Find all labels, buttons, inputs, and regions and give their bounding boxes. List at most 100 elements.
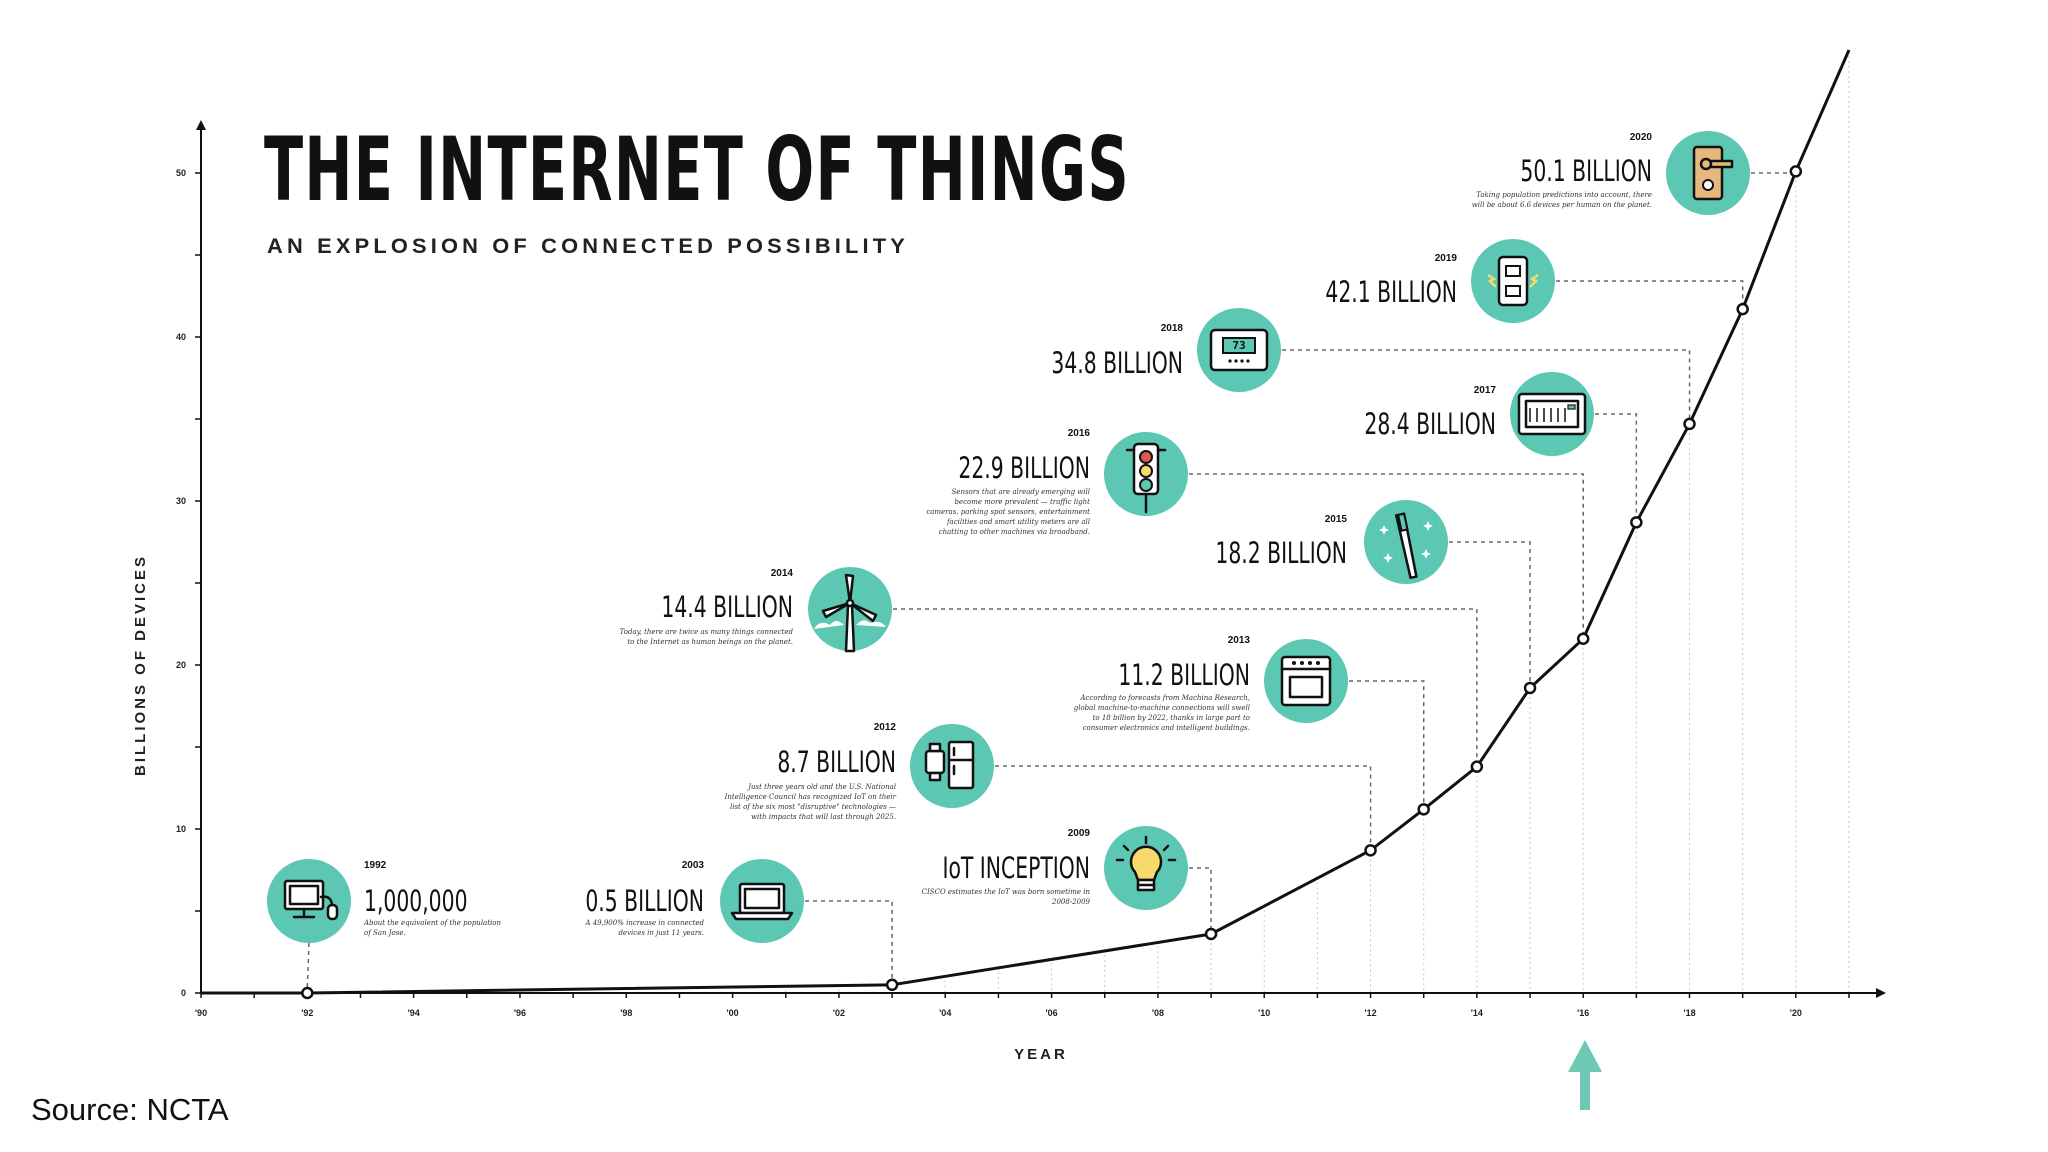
leader-line — [306, 942, 310, 988]
x-tick-label: '10 — [1258, 1008, 1270, 1018]
callout-2017: 2017 28.4 BILLION — [1364, 372, 1594, 456]
data-point — [1630, 516, 1643, 529]
y-tick-label: 20 — [176, 660, 186, 670]
callout-description-line: According to forecasts from Machina Rese… — [1079, 694, 1250, 702]
data-point — [1364, 844, 1377, 857]
callout-2018: 73 2018 34.8 BILLION — [1051, 308, 1281, 392]
source-note: Source: NCTA — [31, 1092, 229, 1127]
callout-description-line: Taking population predictions into accou… — [1476, 191, 1652, 199]
watch-fridge-icon — [924, 740, 975, 790]
y-tick-label: 50 — [176, 168, 186, 178]
callout-value: 42.1 BILLION — [1325, 276, 1457, 309]
callout-value: 14.4 BILLION — [661, 591, 793, 624]
highlight-arrow-icon — [1568, 1040, 1602, 1110]
x-tick-label: '96 — [514, 1008, 526, 1018]
callout-year-label: 2012 — [874, 722, 897, 733]
leader-line — [1751, 165, 1797, 174]
callout-2016: 2016 22.9 BILLION Sensors that are already… — [926, 428, 1188, 536]
callout-value: 34.8 BILLION — [1051, 347, 1183, 380]
callout-description-line: A 49,900% increase in connected — [584, 919, 704, 927]
thermostat-icon: 73 — [1209, 328, 1269, 372]
callout-description-line: cameras, parking spot sensors, entertain… — [926, 508, 1090, 516]
oven-icon — [1280, 655, 1332, 707]
x-tick-label: '04 — [939, 1008, 951, 1018]
callout-2013: 2013 11.2 BILLION According to forecasts f… — [1074, 635, 1348, 732]
callout-description-line: About the equivalent of the population — [363, 919, 501, 927]
chart-subtitle: AN EXPLOSION OF CONNECTED POSSIBILITY — [267, 235, 909, 258]
leader-line — [1449, 541, 1531, 682]
y-tick-label: 0 — [181, 988, 186, 998]
lightbulb-icon — [1115, 835, 1177, 892]
x-tick-label: '08 — [1152, 1008, 1164, 1018]
x-tick-label: '06 — [1046, 1008, 1058, 1018]
callout-description-line: CISCO estimates the IoT was born sometim… — [922, 888, 1091, 896]
x-tick-label: '02 — [833, 1008, 845, 1018]
laptop-icon — [730, 882, 794, 921]
callout-value: 22.9 BILLION — [958, 452, 1090, 485]
data-point — [1576, 632, 1590, 646]
callout-description-line: global machine-to-machine connections wi… — [1074, 704, 1250, 712]
data-point — [1417, 803, 1430, 816]
data-point — [1683, 417, 1696, 431]
callout-value: 0.5 BILLION — [585, 885, 704, 918]
x-tick-label: '18 — [1683, 1008, 1695, 1018]
callout-description-line: Intelligence Council has recognized IoT … — [724, 793, 897, 801]
callout-value: 50.1 BILLION — [1520, 155, 1652, 188]
chart-title: THE INTERNET OF THINGS — [264, 118, 1130, 221]
callout-description-line: chatting to other machines via broadband… — [939, 528, 1090, 536]
callout-2014: 2014 14.4 BILLION Today, there are twice a… — [620, 567, 892, 653]
x-tick-label: '14 — [1471, 1008, 1483, 1018]
x-axis-arrow-icon — [1876, 988, 1886, 998]
callout-2015: 2015 18.2 BILLION — [1215, 500, 1448, 584]
leader-line — [1189, 867, 1212, 928]
chart-axes: 0 10 20 30 40 50 '90 '92 '94 '96 '98 '00 '02 '04 '06 '0… — [176, 120, 1886, 1018]
data-point — [1204, 927, 1218, 941]
series-line-group — [201, 49, 1851, 1000]
callout-description-line: become more prevalent — traffic light — [954, 498, 1090, 506]
callout-description-line: facilities and smart utility meters are … — [946, 518, 1090, 526]
callout-description-line: with impacts that will last through 2025… — [751, 813, 896, 821]
callout-value: IoT INCEPTION — [942, 852, 1090, 885]
callout-description-line: list of the six most "disruptive" techno… — [730, 803, 896, 811]
x-tick-label: '20 — [1790, 1008, 1802, 1018]
callout-year-label: 2018 — [1161, 323, 1184, 334]
callout-description-line: devices in just 11 years. — [618, 929, 704, 937]
callout-year-label: 2014 — [771, 568, 794, 579]
callout-value: 1,000,000 — [364, 885, 468, 918]
data-point — [1470, 760, 1484, 773]
thermostat-display: 73 — [1232, 339, 1245, 352]
callout-value: 18.2 BILLION — [1215, 537, 1347, 570]
callout-year-label: 2009 — [1068, 828, 1091, 839]
leader-line — [995, 765, 1372, 845]
callout-description-line: Today, there are twice as many things co… — [620, 628, 794, 636]
y-tick-label: 40 — [176, 332, 186, 342]
series-line — [201, 49, 1851, 995]
leader-line — [1595, 413, 1638, 517]
callout-description-line: to the Internet as human beings on the p… — [627, 638, 793, 646]
callout-2019: 2019 42.1 BILLION — [1325, 239, 1555, 323]
leader-line — [893, 608, 1478, 761]
callout-description-line: will be about 6.6 devices per human on t… — [1472, 201, 1652, 209]
smart-lock-icon — [1692, 145, 1734, 201]
y-axis-label: BILLIONS OF DEVICES — [132, 554, 149, 776]
x-tick-label: '12 — [1364, 1008, 1376, 1018]
power-outlet-icon — [1487, 255, 1539, 307]
year-guidelines — [253, 56, 1850, 997]
data-point — [301, 986, 314, 1000]
callout-value: 11.2 BILLION — [1118, 659, 1250, 692]
leader-line — [1189, 473, 1584, 633]
x-tick-label: '98 — [620, 1008, 632, 1018]
data-point — [1736, 302, 1749, 316]
x-tick-label: '16 — [1577, 1008, 1589, 1018]
x-axis-label: YEAR — [1014, 1046, 1068, 1063]
callout-description-line: Just three years old and the U.S. Nation… — [746, 783, 896, 791]
desktop-computer-icon — [283, 879, 339, 921]
callout-year-label: 2015 — [1325, 514, 1348, 525]
callout-year-label: 2016 — [1068, 428, 1091, 439]
x-tick-label: '92 — [301, 1008, 313, 1018]
callout-year-label: 1992 — [364, 860, 387, 871]
wind-turbine-icon — [814, 573, 886, 653]
callout-description-line: of San Jose. — [364, 929, 406, 937]
